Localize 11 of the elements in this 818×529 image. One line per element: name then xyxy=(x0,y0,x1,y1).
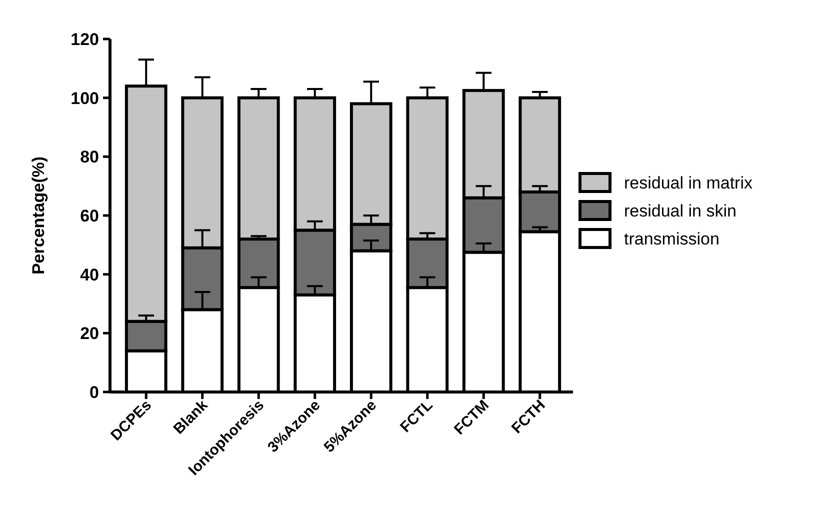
y-tick-label: 100 xyxy=(70,88,99,108)
y-tick-label: 80 xyxy=(80,148,99,167)
legend-label: transmission xyxy=(624,229,720,248)
legend-label: residual in matrix xyxy=(624,173,753,192)
y-axis-title: Percentage(%) xyxy=(29,156,48,275)
y-tick-label: 120 xyxy=(70,30,99,49)
y-tick-label: 60 xyxy=(80,206,99,226)
y-tick-label: 40 xyxy=(80,265,99,284)
y-tick-label: 0 xyxy=(90,382,99,402)
legend-label: residual in skin xyxy=(624,201,736,220)
y-tick-label: 20 xyxy=(80,324,99,344)
